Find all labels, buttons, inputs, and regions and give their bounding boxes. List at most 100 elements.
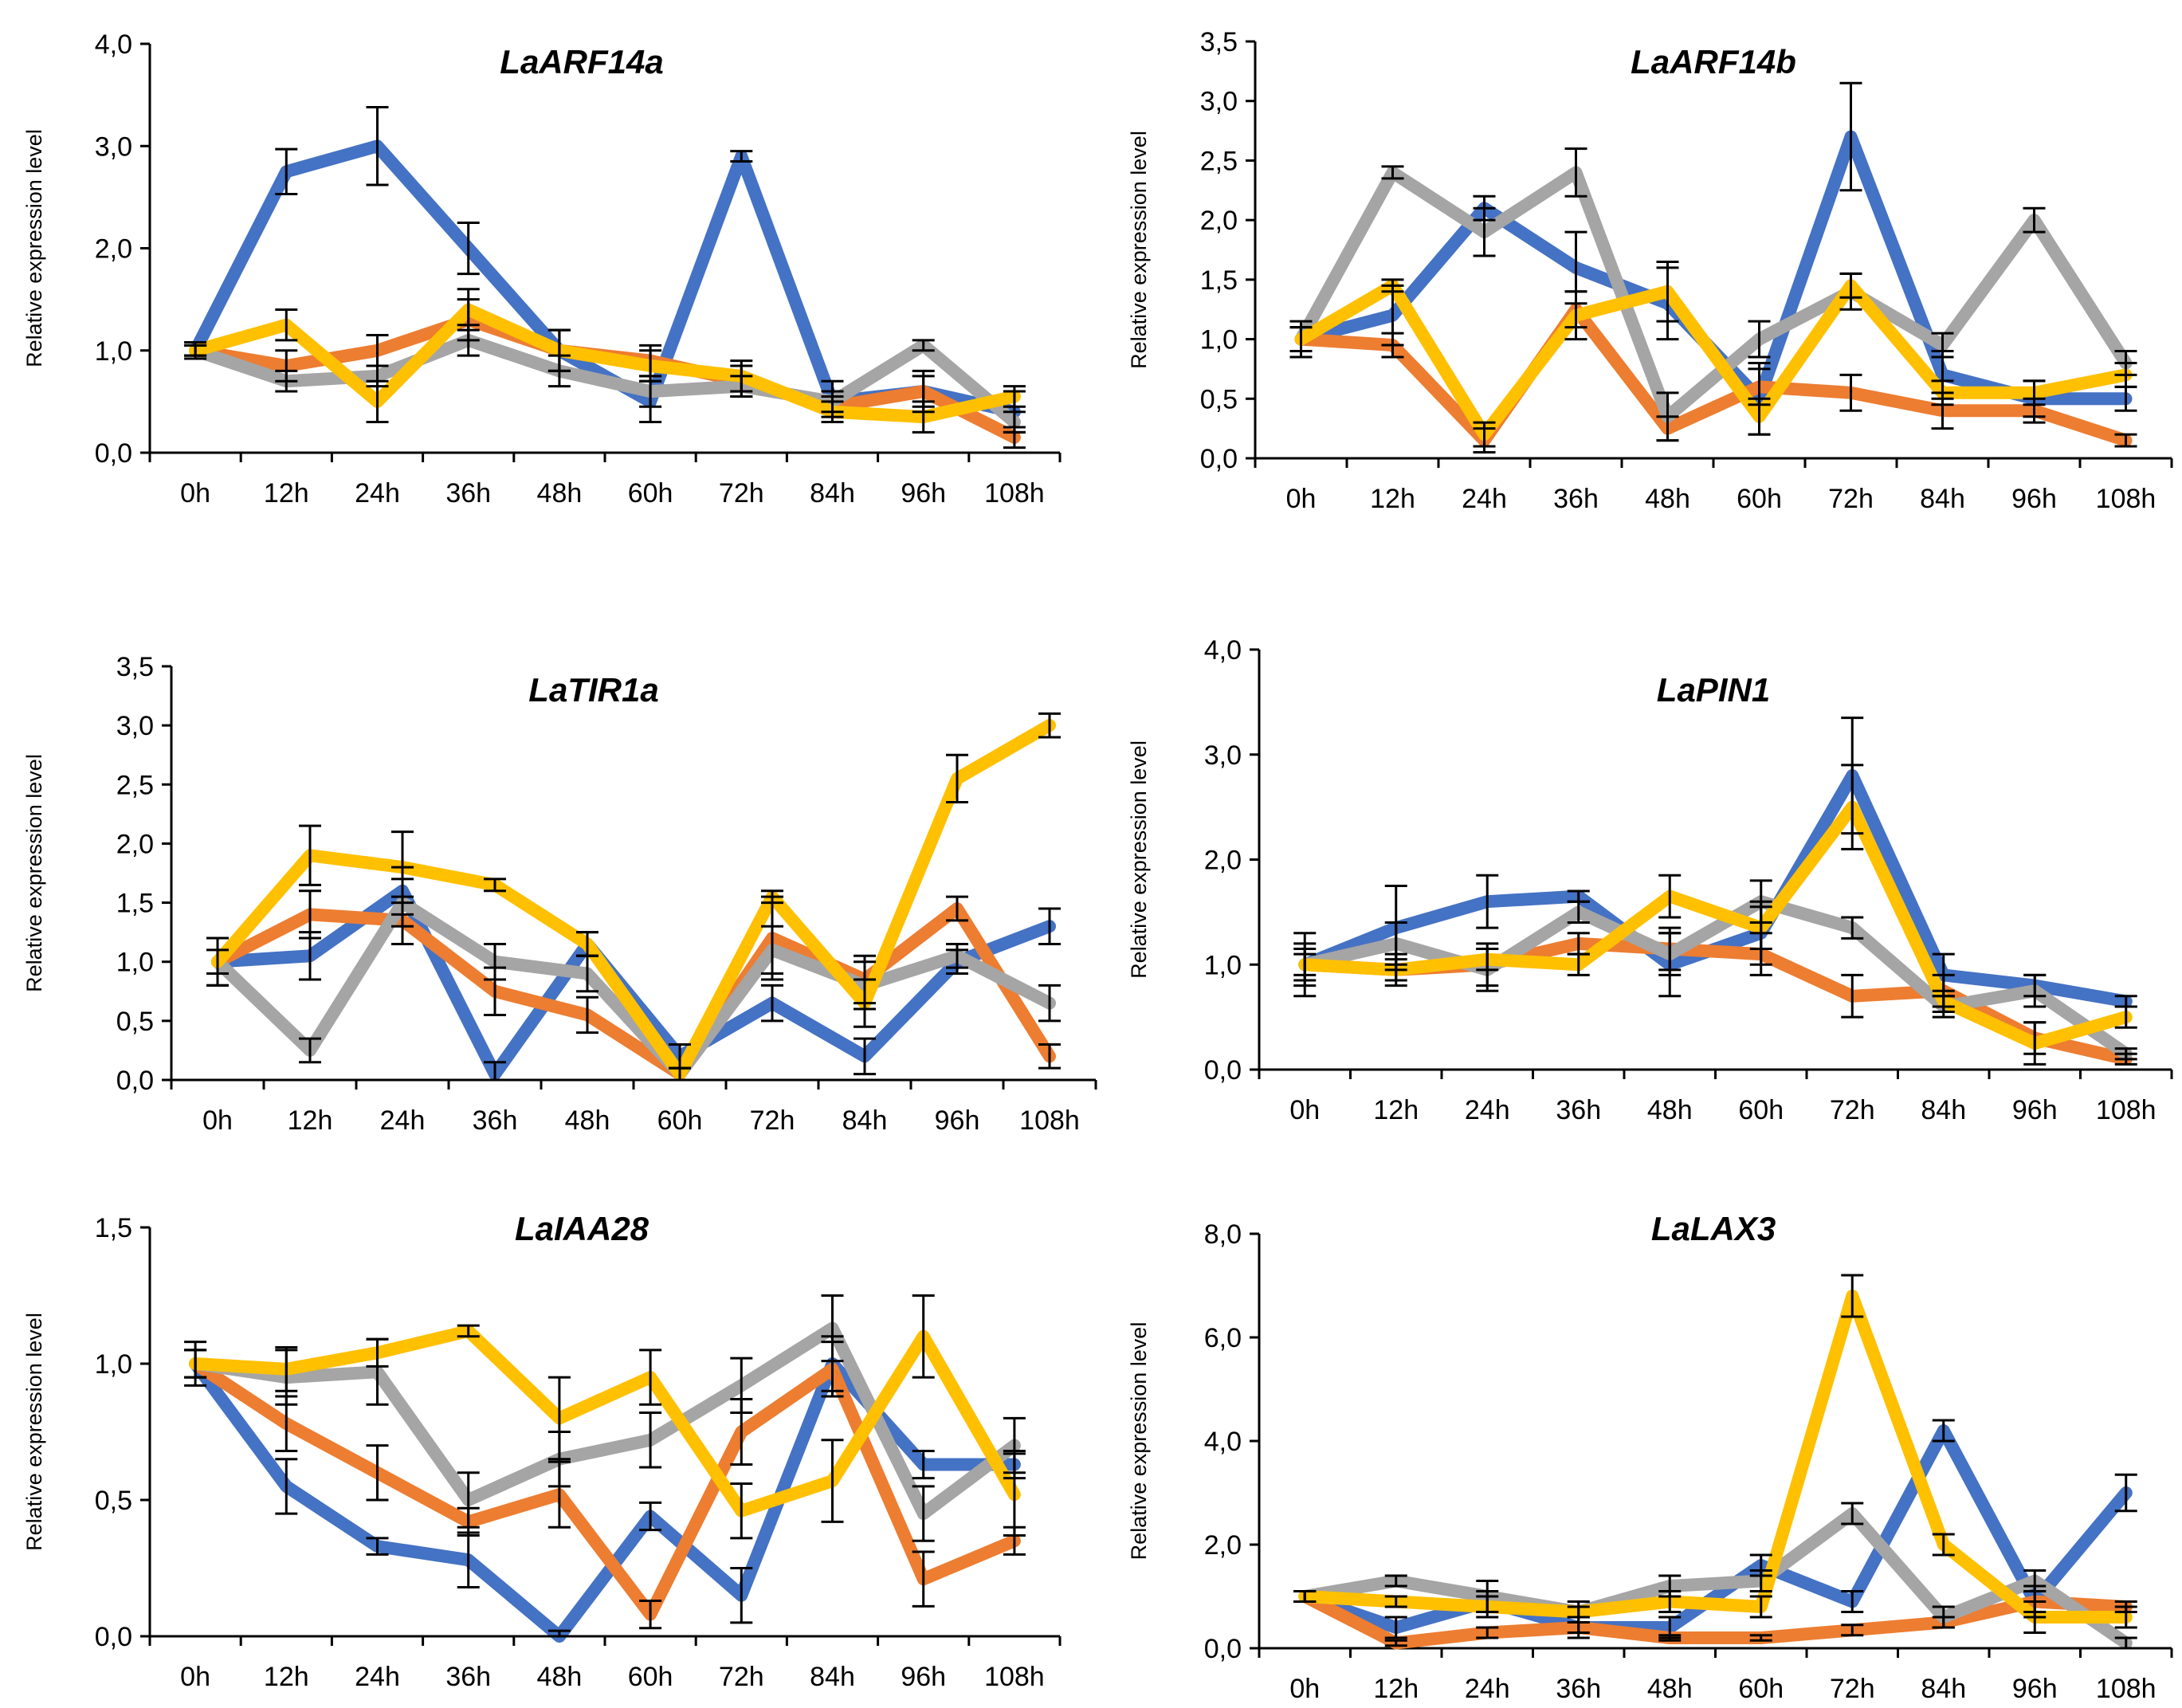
- error-bar: [275, 1345, 298, 1392]
- error-bar: [730, 150, 753, 163]
- x-tick-label: 24h: [1465, 1674, 1510, 1704]
- error-bar: [2023, 1600, 2047, 1634]
- y-tick-label: 4,0: [1204, 635, 1242, 666]
- error-bar: [1293, 1590, 1317, 1603]
- x-tick-label: 72h: [750, 1105, 795, 1136]
- x-tick-label: 108h: [2096, 1095, 2156, 1125]
- error-bar: [2114, 361, 2137, 388]
- error-bar: [457, 288, 480, 332]
- y-axis-label: Relative expression level: [1127, 1322, 1151, 1561]
- error-bar: [1932, 1533, 1955, 1557]
- error-bar: [547, 328, 571, 372]
- error-bar: [1567, 900, 1590, 925]
- series-line-3: [211, 719, 1056, 1081]
- y-tick-label: 0,0: [95, 438, 132, 469]
- series-line-3: [189, 1325, 1021, 1518]
- y-axis-label: Relative expression level: [1127, 740, 1151, 979]
- error-bar: [1841, 973, 1864, 1019]
- y-tick-label: 3,0: [1200, 87, 1238, 117]
- y-tick-label: 0,0: [95, 1622, 132, 1652]
- error-bar: [912, 1485, 935, 1542]
- chart-title: LaARF14a: [500, 43, 663, 80]
- error-bar: [1748, 397, 1771, 436]
- error-bar: [1932, 989, 1955, 1014]
- x-tick-label: 96h: [901, 478, 946, 508]
- error-bar: [1841, 1590, 1864, 1613]
- error-bar: [1476, 1595, 1499, 1619]
- series-line-2: [1298, 1507, 2133, 1650]
- error-bar: [2114, 1605, 2137, 1629]
- x-tick-label: 12h: [1370, 484, 1415, 514]
- y-tick-label: 1,0: [95, 1349, 132, 1380]
- y-tick-label: 6,0: [1204, 1323, 1242, 1353]
- y-axis-label: Relative expression level: [22, 1313, 46, 1551]
- series-line-1: [189, 1357, 1021, 1621]
- series-line-3: [1294, 279, 2133, 442]
- x-tick-label: 84h: [1921, 1674, 1966, 1704]
- error-bar: [2114, 433, 2137, 448]
- x-tick-label: 0h: [1289, 1674, 1320, 1704]
- error-bar: [366, 1537, 389, 1556]
- chart-panel-3: LaPIN1 Relative expression level 0,0 1,0 2,0…: [1127, 635, 2173, 1125]
- error-bar: [912, 1550, 935, 1608]
- x-tick-label: 96h: [2012, 1095, 2058, 1125]
- error-bar: [821, 1439, 844, 1523]
- error-bar: [1564, 147, 1587, 198]
- chart-panel-0: LaARF14a Relative expression level 0,0 1,0 2…: [22, 29, 1062, 508]
- x-tick-label: 0h: [1289, 1095, 1320, 1125]
- error-bar: [1384, 1574, 1407, 1588]
- error-bar: [484, 878, 506, 893]
- error-bar: [2023, 973, 2047, 1008]
- error-bar: [1841, 1624, 1864, 1637]
- y-tick-label: 2,0: [116, 829, 154, 859]
- error-bar: [206, 936, 229, 987]
- error-bar: [1932, 1605, 1955, 1629]
- x-tick-label: 24h: [355, 478, 400, 508]
- y-tick-label: 1,0: [1200, 325, 1238, 355]
- y-tick-label: 3,0: [95, 132, 132, 162]
- error-bar: [912, 1294, 935, 1379]
- x-tick-label: 0h: [180, 1662, 210, 1692]
- error-bar: [299, 889, 321, 940]
- x-tick-label: 48h: [537, 1662, 583, 1692]
- y-axis-label: Relative expression level: [1127, 131, 1151, 369]
- error-bar: [1381, 332, 1404, 359]
- error-bar: [912, 1449, 935, 1480]
- error-bar: [457, 1324, 480, 1338]
- series-line-3: [189, 303, 1021, 424]
- error-bar: [1384, 1595, 1407, 1608]
- x-tick-label: 24h: [380, 1105, 426, 1136]
- error-bar: [2114, 1473, 2137, 1513]
- error-bar: [457, 221, 480, 276]
- error-bar: [1749, 1595, 1772, 1619]
- error-bar: [946, 895, 968, 922]
- x-tick-label: 60h: [657, 1105, 703, 1136]
- x-tick-label: 36h: [1556, 1095, 1601, 1125]
- error-bar: [366, 379, 389, 424]
- error-bar: [730, 1567, 753, 1624]
- x-tick-label: 36h: [1556, 1674, 1601, 1704]
- x-tick-label: 84h: [1920, 484, 1965, 514]
- error-bar: [1748, 320, 1771, 359]
- x-tick-label: 72h: [719, 1662, 764, 1692]
- x-tick-label: 24h: [1465, 1095, 1510, 1125]
- error-bar: [761, 925, 783, 976]
- error-bar: [1931, 332, 1954, 359]
- y-tick-label: 4,0: [95, 29, 132, 60]
- chart-panel-1: LaARF14b Relative expression level 0,0 0,5 1…: [1127, 27, 2173, 514]
- error-bar: [1473, 421, 1496, 448]
- x-tick-label: 0h: [202, 1105, 233, 1136]
- y-tick-label: 2,0: [1200, 206, 1238, 236]
- series-line-3: [1298, 1290, 2133, 1624]
- y-tick-label: 2,0: [1204, 1530, 1242, 1561]
- error-bar: [1749, 1634, 1772, 1642]
- y-tick-label: 1,5: [95, 1213, 132, 1243]
- x-tick-label: 48h: [537, 478, 583, 508]
- error-bar: [1839, 81, 1862, 192]
- error-bar: [1658, 932, 1682, 976]
- chart-title: LaIAA28: [515, 1210, 649, 1247]
- error-bar: [1841, 1502, 1864, 1525]
- error-bar: [946, 753, 968, 804]
- x-tick-label: 108h: [1019, 1105, 1080, 1136]
- x-tick-label: 48h: [1647, 1095, 1693, 1125]
